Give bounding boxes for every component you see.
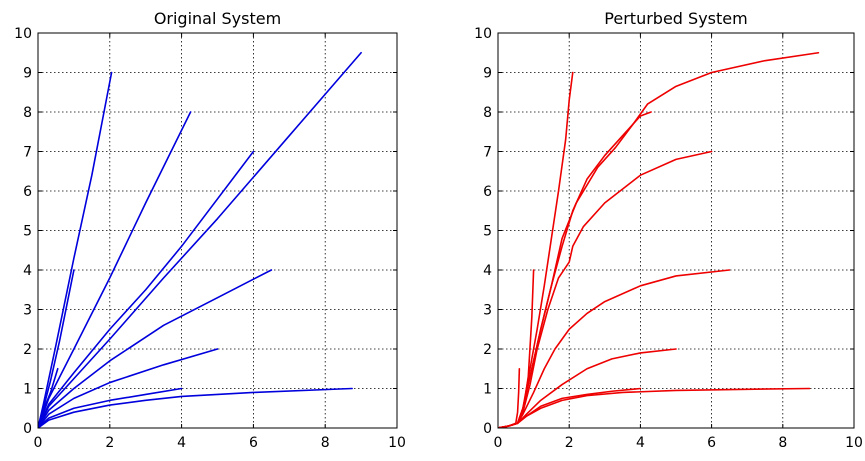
series-line-10 bbox=[498, 387, 811, 428]
y-tick-label: 4 bbox=[483, 263, 492, 279]
y-tick-label: 3 bbox=[23, 303, 32, 319]
chart-title: Perturbed System bbox=[604, 9, 747, 28]
y-tick-label: 6 bbox=[23, 184, 32, 200]
x-tick-label: 8 bbox=[321, 435, 330, 451]
x-tick-label: 0 bbox=[494, 435, 503, 451]
series-line-1 bbox=[498, 367, 521, 428]
series-line-6 bbox=[38, 51, 362, 428]
y-tick-label: 6 bbox=[483, 184, 492, 200]
y-tick-label: 7 bbox=[23, 145, 32, 161]
y-tick-label: 0 bbox=[23, 421, 32, 437]
series-line-5 bbox=[38, 150, 255, 428]
chart-title: Original System bbox=[154, 9, 281, 28]
x-tick-label: 10 bbox=[845, 435, 863, 451]
y-tick-label: 8 bbox=[483, 105, 492, 121]
y-tick-label: 1 bbox=[483, 382, 492, 398]
series-line-10 bbox=[38, 387, 353, 428]
series-line-9 bbox=[38, 387, 183, 428]
series-line-5 bbox=[498, 51, 820, 428]
x-tick-label: 4 bbox=[177, 435, 186, 451]
series-group bbox=[498, 51, 820, 428]
x-tick-label: 0 bbox=[34, 435, 43, 451]
panel-2: Perturbed System 0 1 2 3 4 5 6 7 8 9 10 0 2 4 6 8 10 bbox=[474, 9, 863, 451]
x-tick-label: 4 bbox=[636, 435, 645, 451]
y-tick-label: 9 bbox=[23, 66, 32, 82]
y-tick-label: 10 bbox=[474, 26, 492, 42]
series-line-6 bbox=[498, 150, 713, 428]
y-tick-label: 0 bbox=[483, 421, 492, 437]
y-tick-label: 10 bbox=[14, 26, 32, 42]
series-line-7 bbox=[38, 269, 273, 428]
x-tick-label: 2 bbox=[565, 435, 574, 451]
y-tick-label: 2 bbox=[23, 342, 32, 358]
panel-1: Original System 0 1 2 3 4 5 6 7 8 9 10 0 2 4 6 8 10 bbox=[14, 9, 406, 451]
y-tick-label: 1 bbox=[23, 382, 32, 398]
y-tick-label: 3 bbox=[483, 303, 492, 319]
y-tick-label: 7 bbox=[483, 145, 492, 161]
x-tick-label: 6 bbox=[249, 435, 258, 451]
x-tick-label: 2 bbox=[105, 435, 114, 451]
series-line-4 bbox=[38, 111, 192, 428]
x-tick-label: 6 bbox=[707, 435, 716, 451]
y-tick-label: 4 bbox=[23, 263, 32, 279]
series-line-3 bbox=[38, 71, 113, 428]
plot-frame bbox=[497, 32, 855, 429]
y-tick-label: 9 bbox=[483, 66, 492, 82]
y-tick-label: 2 bbox=[483, 342, 492, 358]
y-tick-label: 5 bbox=[483, 224, 492, 240]
series-line-8 bbox=[38, 348, 219, 428]
x-tick-label: 10 bbox=[388, 435, 406, 451]
x-tick-label: 8 bbox=[778, 435, 787, 451]
y-tick-label: 5 bbox=[23, 224, 32, 240]
y-tick-label: 8 bbox=[23, 105, 32, 121]
plot-frame bbox=[37, 32, 398, 429]
series-group bbox=[38, 51, 362, 428]
